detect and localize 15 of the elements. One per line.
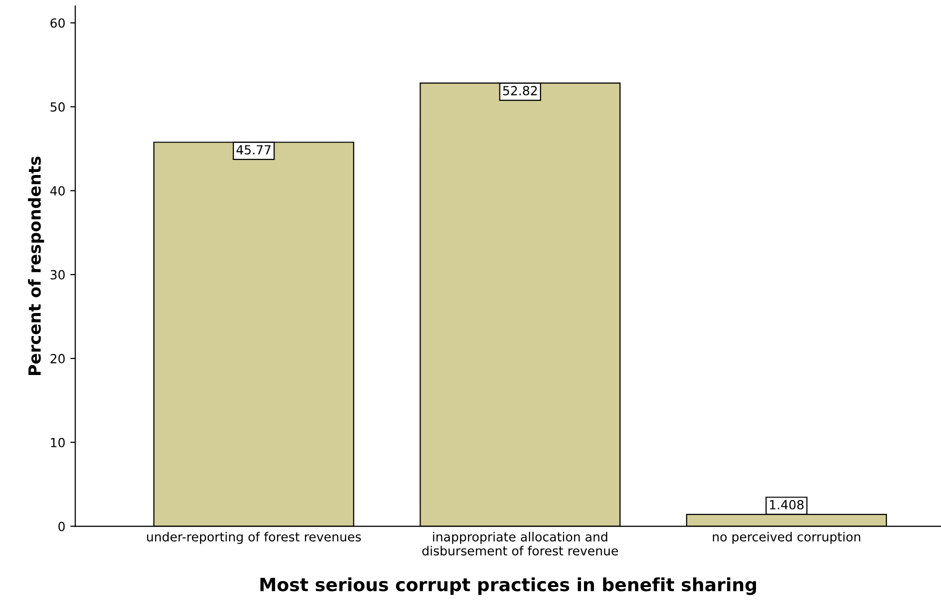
x-tick-label: no perceived corruption: [712, 532, 860, 544]
data-label: 52.82: [503, 86, 537, 96]
x-tick-label: under-reporting of forest revenues: [147, 532, 361, 544]
y-tick-label: 40: [50, 186, 65, 196]
y-axis-title: Percent of respondents: [28, 156, 44, 376]
y-tick-label: 0: [58, 522, 65, 532]
y-tick-label: 30: [50, 270, 65, 280]
data-label: 1.408: [770, 500, 804, 510]
y-tick-label: 60: [50, 18, 65, 28]
x-tick-label: inappropriate allocation and disbursement of forest revenue: [422, 532, 618, 556]
y-tick-label: 10: [51, 438, 65, 448]
data-label: 45.77: [236, 145, 271, 155]
y-tick-label: 20: [50, 354, 65, 364]
y-tick-label: 50: [50, 102, 65, 112]
x-axis-title: Most serious corrupt practices in benefit sharing: [260, 577, 756, 595]
